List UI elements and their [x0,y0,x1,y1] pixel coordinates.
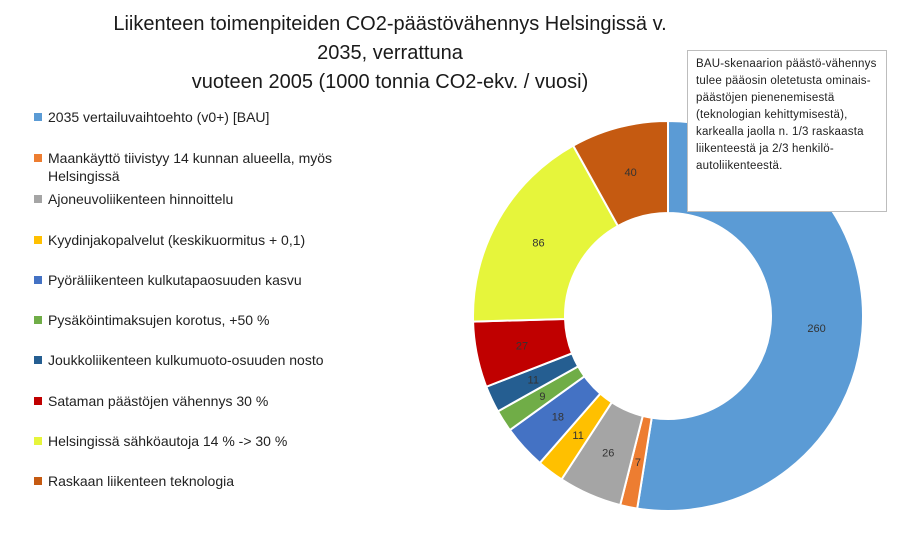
chart-title: Liikenteen toimenpiteiden CO2-päästövähe… [90,10,690,97]
slice-data-label: 260 [807,323,825,335]
legend-label: Ajoneuvoliikenteen hinnoittelu [48,191,234,207]
legend-swatch [34,356,42,364]
legend-swatch [34,477,42,485]
legend-swatch [34,154,42,162]
slice-data-label: 86 [532,237,544,249]
slice-data-label: 11 [528,375,539,387]
legend-item: Pysäköintimaksujen korotus, +50 % [34,311,388,329]
legend-label: Raskaan liikenteen teknologia [48,473,235,489]
legend-item: Raskaan liikenteen teknologia [34,472,388,490]
slice-data-label: 40 [624,167,636,179]
slice-data-label: 18 [552,411,564,423]
slice-data-label: 9 [539,391,545,403]
chart-title-line-2: vuoteen 2005 (1000 tonnia CO2-ekv. / vuo… [191,71,589,93]
legend-swatch [34,397,42,405]
legend-item: Joukkoliikenteen kulkumuoto-osuuden nost… [34,351,388,369]
legend-swatch [34,276,42,284]
legend-label: Kyydinjakopalvelut (keskikuormitus + 0,1… [48,232,306,248]
legend-swatch [34,113,42,121]
legend-swatch [34,437,42,445]
slice-data-label: 27 [516,341,528,353]
bau-note-text: BAU-skenaarion päästö-vähennys tulee pää… [696,58,877,172]
legend-label: Pysäköintimaksujen korotus, +50 % [48,312,270,328]
doughnut-slice [472,144,620,323]
legend-item: Ajoneuvoliikenteen hinnoittelu [34,190,388,208]
legend-label: Maankäyttö tiivistyy 14 kunnan alueella,… [48,150,333,184]
slice-data-label: 11 [572,430,583,442]
legend-label: Helsingissä sähköautoja 14 % -> 30 % [48,433,288,449]
legend-label: Pyöräliikenteen kulkutapaosuuden kasvu [48,272,302,288]
legend-item: Sataman päästöjen vähennys 30 % [34,392,388,410]
legend-item: Helsingissä sähköautoja 14 % -> 30 % [34,432,388,450]
legend-swatch [34,236,42,244]
slice-data-label: 7 [635,457,641,469]
legend-swatch [34,195,42,203]
chart-title-line-1: Liikenteen toimenpiteiden CO2-päästövähe… [113,13,667,64]
bau-note-box: BAU-skenaarion päästö-vähennys tulee pää… [687,50,887,212]
legend-item: Maankäyttö tiivistyy 14 kunnan alueella,… [34,149,388,185]
legend-item: 2035 vertailuvaihtoehto (v0+) [BAU] [34,108,388,126]
doughnut-slice [571,119,669,228]
legend-label: 2035 vertailuvaihtoehto (v0+) [BAU] [48,109,270,125]
legend-swatch [34,316,42,324]
legend-item: Pyöräliikenteen kulkutapaosuuden kasvu [34,271,388,289]
slice-data-label: 26 [602,448,614,460]
legend-label: Sataman päästöjen vähennys 30 % [48,393,269,409]
legend-label: Joukkoliikenteen kulkumuoto-osuuden nost… [48,352,324,368]
legend-item: Kyydinjakopalvelut (keskikuormitus + 0,1… [34,231,388,249]
